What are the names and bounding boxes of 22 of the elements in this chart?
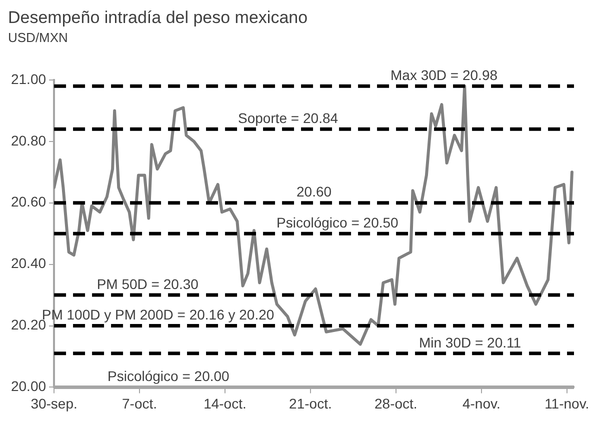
y-tick-label: 20.20 [10, 316, 46, 333]
chart-subtitle: USD/MXN [8, 30, 68, 45]
ref-line-label: PM 50D = 20.30 [96, 276, 199, 292]
y-tick-label: 20.60 [10, 194, 46, 210]
x-tick-label: 4-nov. [462, 395, 500, 412]
ref-line-label: Min 30D = 20.11 [418, 334, 522, 350]
x-tick-label: 30-sep. [30, 395, 78, 412]
ref-line-label: 20.60 [296, 184, 332, 200]
y-tick-label: 21.00 [10, 70, 46, 87]
y-tick-label: 20.40 [10, 255, 46, 272]
x-tick-label: 21-oct. [289, 395, 332, 412]
ref-line-label: Max 30D = 20.98 [390, 67, 498, 84]
x-tick-label: 28-oct. [374, 395, 418, 412]
ref-line-label: Psicológico = 20.50 [276, 214, 399, 230]
y-tick-label: 20.80 [10, 132, 46, 148]
ref-line-label: Psicológico = 20.00 [108, 368, 230, 384]
ref-line-label: Soporte = 20.84 [238, 110, 338, 126]
x-tick-label: 7-oct. [122, 395, 158, 412]
y-tick-label: 20.00 [10, 378, 46, 394]
x-tick-label: 11-nov. [544, 395, 590, 412]
x-tick-label: 14-oct. [204, 395, 246, 412]
chart-title: Desempeño intradía del peso mexicano [8, 8, 308, 27]
